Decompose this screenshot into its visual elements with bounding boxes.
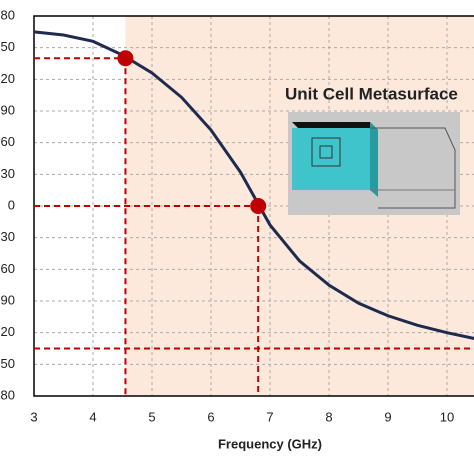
x-tick-label: 6 [207,409,214,424]
x-tick-label: 4 [89,409,96,424]
x-tick-label: 7 [266,409,273,424]
x-tick-label: 9 [384,409,391,424]
inset: Unit Cell Metasurface [285,84,460,215]
inset-title: Unit Cell Metasurface [285,84,458,103]
y-tick-label: -120 [0,324,15,339]
y-tick-label: 60 [1,134,15,149]
cell-box [370,127,456,209]
y-tick-label: 30 [1,166,15,181]
x-tick-label: 3 [30,409,37,424]
x-tick-label: 8 [325,409,332,424]
y-tick-label: -180 [0,387,15,402]
x-tick-label: 10 [440,409,454,424]
y-tick-label: 0 [8,197,15,212]
y-tick-label: 150 [0,39,15,54]
y-tick-label: -90 [0,292,15,307]
marker [117,50,134,67]
plot-layer [33,30,474,396]
marker [250,198,267,214]
y-tick-label: 90 [1,102,15,117]
y-tick-label: 120 [0,71,15,86]
y-tick-label: -30 [0,229,15,244]
x-axis-label: Frequency (GHz) [218,436,322,451]
x-tick-label: 5 [148,409,155,424]
cell-ring [311,137,341,167]
y-tick-label: -60 [0,261,15,276]
cell-face [292,128,370,190]
y-tick-label: -150 [0,356,15,371]
y-tick-label: 180 [0,7,15,22]
cell-patch [319,145,333,159]
cell-side [370,122,378,197]
